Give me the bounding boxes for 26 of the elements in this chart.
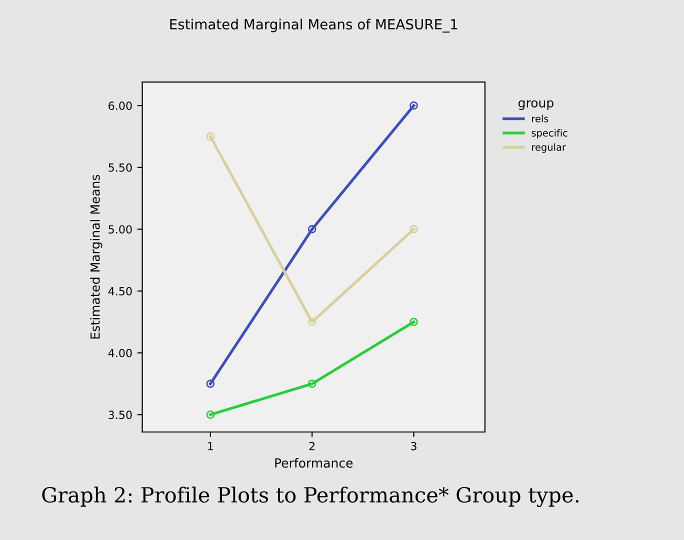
x-tick-label: 1 — [208, 442, 213, 450]
point — [308, 380, 316, 388]
y-tick-label: 6.00 — [108, 102, 132, 110]
y-tick-label: 5.00 — [108, 225, 132, 234]
legend-label: rels — [532, 114, 548, 122]
caption: Graph 2: Profile Plots to Performance* Group type. — [42, 486, 578, 508]
point — [308, 318, 316, 326]
chart-title: Estimated Marginal Means of MEASURE_1 — [170, 18, 458, 33]
point — [206, 132, 215, 141]
point — [206, 380, 215, 388]
point — [206, 410, 215, 419]
point — [410, 318, 418, 326]
x-tick-label: 2 — [309, 442, 315, 450]
point — [308, 225, 316, 234]
y-tick-label: 4.00 — [108, 348, 132, 358]
legend-label: regular — [532, 143, 566, 153]
y-axis-title: Estimated Marginal Means — [90, 174, 102, 339]
y-tick-label: 3.50 — [108, 410, 132, 420]
point — [410, 101, 418, 110]
y-tick-label: 5.50 — [108, 163, 132, 172]
point — [410, 225, 418, 234]
x-axis-title: Performance — [275, 458, 353, 468]
y-tick-label: 4.50 — [108, 287, 132, 296]
legend-title: group — [518, 100, 554, 110]
legend-label: specific — [532, 129, 568, 138]
x-tick-label: 3 — [411, 442, 416, 450]
